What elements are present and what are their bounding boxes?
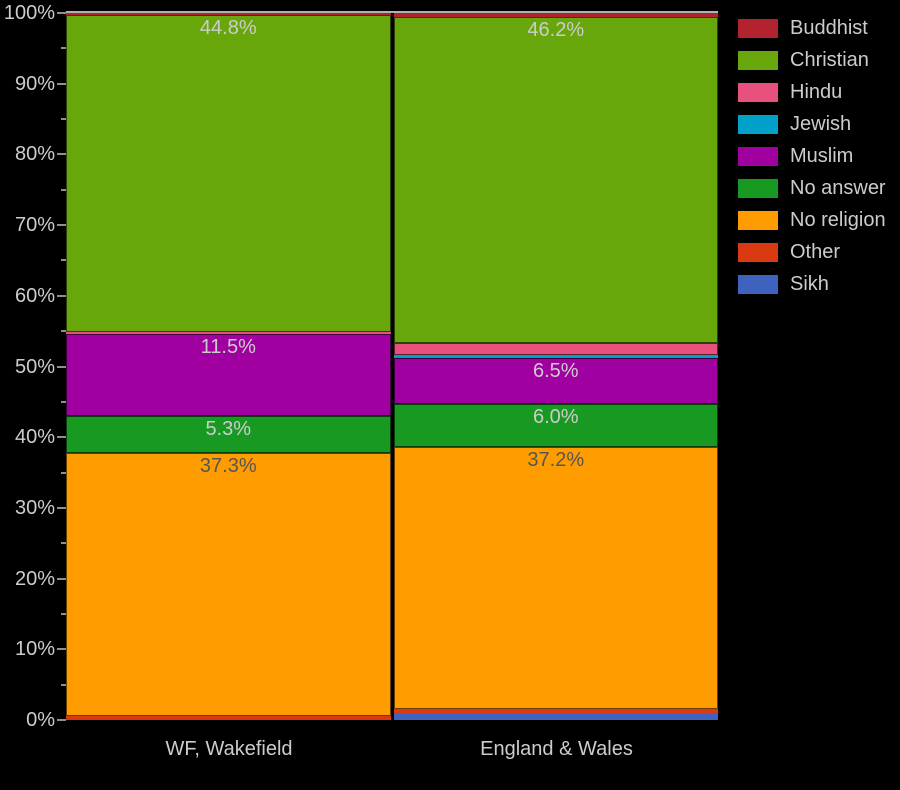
segment-hindu <box>66 331 391 334</box>
y-tick-label: 20% <box>14 567 55 590</box>
legend-label: Christian <box>790 49 869 71</box>
segment-buddhist <box>393 13 718 17</box>
legend-item-hindu: Hindu <box>738 76 886 108</box>
legend-label: Other <box>790 241 841 263</box>
legend-item-jewish: Jewish <box>738 108 886 140</box>
y-major-tick <box>57 719 66 721</box>
segment-jewish <box>393 354 718 359</box>
y-tick-label: 90% <box>14 72 55 95</box>
segment-value-label: 44.8% <box>199 17 257 40</box>
y-major-tick <box>57 365 66 368</box>
segment-muslim: 11.5% <box>66 334 391 416</box>
legend-swatch-sikh <box>738 274 778 294</box>
segment-other <box>66 716 391 719</box>
legend-item-other: Other <box>738 236 886 268</box>
legend-label: Sikh <box>790 273 829 295</box>
y-major-tick <box>57 12 66 14</box>
legend-swatch-other <box>738 242 778 262</box>
y-major-tick <box>57 648 66 651</box>
y-tick-label: 60% <box>14 284 55 307</box>
segment-value-label: 6.0% <box>532 406 579 429</box>
y-major-tick <box>57 577 66 580</box>
segment-hindu <box>393 342 718 355</box>
segment-sikh <box>393 713 718 720</box>
legend: Buddhist Christian Hindu Jewish Muslim No ans… <box>738 12 886 300</box>
plot-top-border <box>66 11 718 13</box>
legend-swatch-christian <box>738 50 778 70</box>
y-tick-label: 70% <box>14 214 55 237</box>
y-tick-label: 50% <box>14 355 55 378</box>
y-tick-label: 0% <box>26 709 55 731</box>
legend-swatch-jewish <box>738 114 778 134</box>
legend-swatch-no-answer <box>738 178 778 198</box>
y-tick-label: 80% <box>14 143 55 166</box>
y-tick-label: 30% <box>14 496 55 519</box>
segment-value-label: 11.5% <box>200 336 256 359</box>
segment-no-answer: 5.3% <box>66 415 391 454</box>
legend-item-sikh: Sikh <box>738 268 886 300</box>
segment-jewish <box>66 333 391 335</box>
x-label-england-wales: England & Wales <box>480 738 633 760</box>
legend-swatch-hindu <box>738 82 778 102</box>
legend-item-buddhist: Buddhist <box>738 12 886 44</box>
legend-swatch-buddhist <box>738 18 778 38</box>
legend-swatch-no-religion <box>738 210 778 230</box>
legend-item-christian: Christian <box>738 44 886 76</box>
stacked-bar-plot: 44.8% 11.5% 5.3% 37.3% 46.2% 6.5% 6.0% 37.2% <box>66 13 718 721</box>
legend-label: Buddhist <box>790 17 868 39</box>
y-tick-label: 100% <box>3 2 55 24</box>
segment-sikh <box>66 718 391 721</box>
legend-item-no-religion: No religion <box>738 204 886 236</box>
y-major-tick <box>57 294 66 297</box>
segment-value-label: 37.2% <box>527 448 585 471</box>
bar-wf-wakefield: 44.8% 11.5% 5.3% 37.3% <box>66 13 391 721</box>
segment-no-religion: 37.2% <box>393 446 718 710</box>
segment-no-religion: 37.3% <box>66 453 391 717</box>
y-major-tick <box>57 224 66 227</box>
segment-buddhist <box>66 13 391 16</box>
legend-label: No answer <box>790 177 886 199</box>
segment-christian: 44.8% <box>66 15 391 332</box>
legend-item-muslim: Muslim <box>738 140 886 172</box>
y-tick-label: 10% <box>14 638 55 661</box>
legend-label: Muslim <box>790 145 854 167</box>
segment-other <box>393 709 718 714</box>
y-major-tick <box>57 153 66 156</box>
segment-muslim: 6.5% <box>393 358 718 405</box>
legend-label: Hindu <box>790 81 843 103</box>
x-label-wakefield: WF, Wakefield <box>165 738 293 760</box>
segment-christian: 46.2% <box>393 16 718 343</box>
segment-value-label: 5.3% <box>205 417 252 440</box>
legend-swatch-muslim <box>738 146 778 166</box>
segment-value-label: 37.3% <box>199 455 257 478</box>
segment-value-label: 46.2% <box>527 18 585 41</box>
y-major-tick <box>57 436 66 439</box>
y-tick-label: 40% <box>14 426 55 449</box>
y-major-tick <box>57 82 66 85</box>
y-major-tick <box>57 506 66 509</box>
legend-label: Jewish <box>790 113 852 135</box>
segment-no-answer: 6.0% <box>393 404 718 447</box>
bar-england-wales: 46.2% 6.5% 6.0% 37.2% <box>393 13 718 720</box>
legend-item-no-answer: No answer <box>738 172 886 204</box>
legend-label: No religion <box>790 209 886 231</box>
segment-value-label: 6.5% <box>532 360 579 383</box>
